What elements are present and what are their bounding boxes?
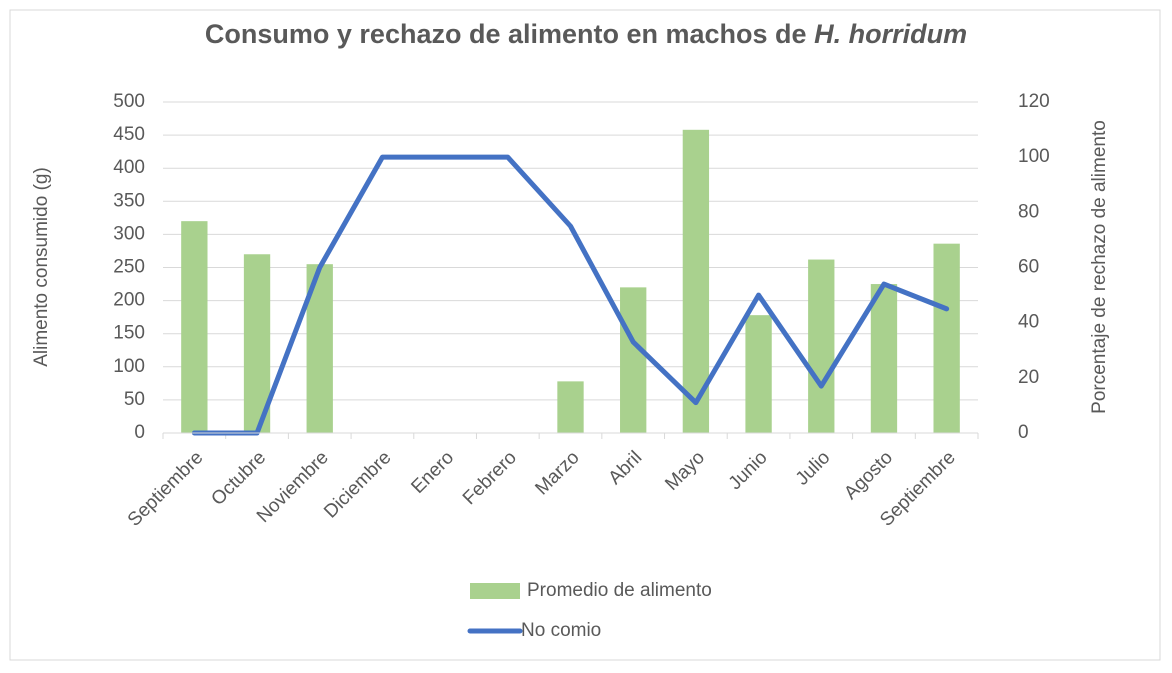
bar (870, 284, 898, 433)
bar (682, 129, 710, 433)
chart-title: Consumo y rechazo de alimento en machos … (205, 19, 967, 49)
legend-swatch (470, 583, 520, 599)
y2-tick-label: 40 (1018, 312, 1039, 333)
y2-tick-label: 60 (1018, 257, 1039, 278)
bar (808, 259, 835, 433)
y2-tick-label: 80 (1018, 201, 1039, 222)
y-tick-label: 0 (134, 422, 145, 443)
y-tick-label: 150 (113, 323, 145, 344)
y-tick-label: 500 (113, 91, 145, 112)
title-italic: H. horridum (814, 19, 967, 49)
y-tick-label: 450 (113, 124, 145, 145)
y-tick-label: 300 (113, 223, 145, 244)
legend-label: No comio (521, 620, 601, 641)
line (191, 154, 950, 436)
y-tick-label: 100 (113, 356, 145, 377)
y2-tick-label: 0 (1018, 422, 1029, 443)
bar (933, 243, 960, 433)
y-tick-label: 250 (113, 257, 145, 278)
y-tick-label: 200 (113, 290, 145, 311)
y2-tick-label: 100 (1018, 146, 1050, 167)
y2-tick-label: 120 (1018, 91, 1050, 112)
legend-label: Promedio de alimento (527, 580, 712, 601)
bar (620, 287, 647, 433)
y-tick-label: 50 (124, 389, 145, 410)
bar (557, 381, 584, 433)
bar (745, 315, 772, 433)
y-tick-label: 400 (113, 157, 145, 178)
y-axis-label: Alimento consumido (g) (31, 167, 52, 367)
title-main: Consumo y rechazo de alimento en machos … (205, 19, 807, 49)
y2-tick-label: 20 (1018, 367, 1039, 388)
y2-axis-label: Porcentaje de rechazo de alimento (1089, 120, 1110, 414)
bar (181, 221, 208, 433)
y-tick-label: 350 (113, 190, 145, 211)
